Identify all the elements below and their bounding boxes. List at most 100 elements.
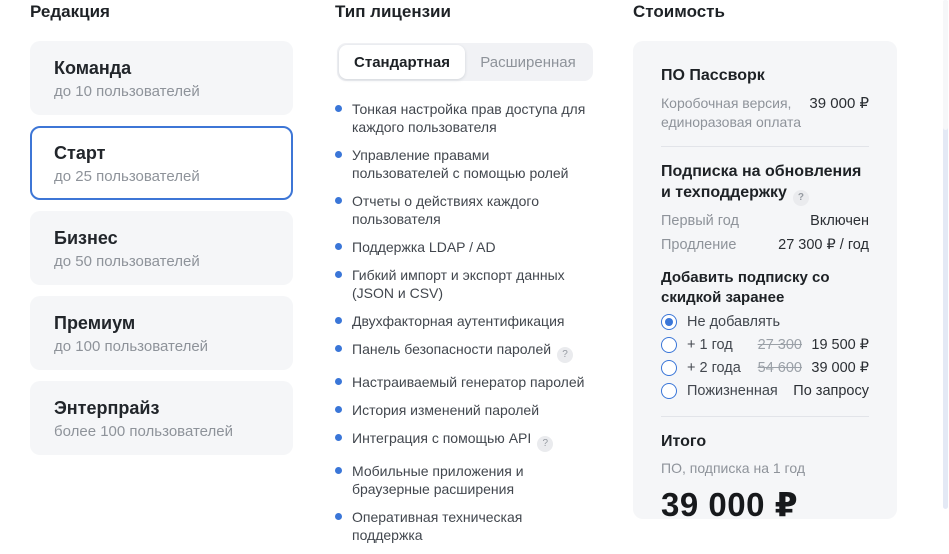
subscription-row-first-year: Первый год Включен	[661, 212, 869, 230]
feature-text: Мобильные приложения и браузерные расшир…	[352, 463, 524, 497]
row-label: Первый год	[661, 213, 739, 229]
product-row: Коробочная версия, единоразовая оплата 3…	[661, 94, 869, 132]
feature-item: Оперативная техническая поддержка	[335, 508, 587, 544]
feature-item: Управление правами пользователей с помощ…	[335, 146, 587, 182]
total-title: Итого	[661, 433, 707, 450]
help-icon[interactable]: ?	[792, 190, 809, 206]
option-old-price: 54 600	[757, 360, 802, 376]
feature-text: Поддержка LDAP / AD	[352, 239, 496, 255]
bullet-icon	[335, 345, 342, 352]
option-label: Не добавлять	[687, 314, 781, 330]
feature-item: Двухфакторная аутентификация	[335, 312, 587, 330]
edition-card-start[interactable]: Старт до 25 пользователей	[30, 126, 293, 200]
edition-desc: до 100 пользователей	[54, 338, 209, 355]
feature-text: Настраиваемый генератор паролей	[352, 374, 585, 390]
edition-card-biznes[interactable]: Бизнес до 50 пользователей	[30, 211, 293, 285]
subscription-title-text: Подписка на обновления и техподдержку	[661, 163, 862, 201]
option-label: + 1 год	[687, 337, 733, 353]
tab-standard[interactable]: Стандартная	[339, 45, 465, 79]
license-title: Тип лицензии	[335, 2, 451, 21]
help-icon[interactable]: ?	[537, 436, 554, 452]
bullet-icon	[335, 271, 342, 278]
cost-card: ПО Пассворк Коробочная версия, единоразо…	[633, 41, 897, 523]
bullet-icon	[335, 467, 342, 474]
product-desc: Коробочная версия, единоразовая оплата	[661, 95, 802, 130]
help-icon[interactable]: ?	[557, 347, 574, 363]
feature-item: Гибкий импорт и экспорт данных (JSON и C…	[335, 266, 587, 302]
row-value: Включен	[810, 213, 869, 229]
feature-item: Мобильные приложения и браузерные расшир…	[335, 462, 587, 498]
scrollbar-thumb[interactable]	[943, 0, 948, 130]
bullet-icon	[335, 151, 342, 158]
feature-text: Двухфакторная аутентификация	[352, 313, 565, 329]
edition-name: Старт	[54, 143, 106, 163]
edition-desc: более 100 пользователей	[54, 423, 233, 440]
scrollbar-track[interactable]	[943, 0, 948, 509]
option-price: 19 500 ₽	[811, 337, 869, 353]
radio-icon[interactable]	[661, 383, 677, 399]
cost-title: Стоимость	[633, 2, 725, 21]
edition-name: Команда	[54, 58, 132, 78]
feature-text: Управление правами пользователей с помощ…	[352, 147, 569, 181]
radio-icon[interactable]	[661, 360, 677, 376]
bullet-icon	[335, 513, 342, 520]
total-price: 39 000 ₽	[661, 486, 799, 523]
product-name: ПО Пассворк	[661, 67, 765, 84]
feature-text: Отчеты о действиях каждого пользователя	[352, 193, 539, 227]
discount-option-2-years[interactable]: + 2 года 54 600 39 000 ₽	[661, 359, 869, 377]
edition-name: Премиум	[54, 313, 136, 333]
feature-text: Панель безопасности паролей	[352, 341, 552, 357]
edition-card-enterprise[interactable]: Энтерпрайз более 100 пользователей	[30, 381, 293, 455]
divider	[661, 146, 869, 147]
discount-option-1-year[interactable]: + 1 год 27 300 19 500 ₽	[661, 336, 869, 354]
edition-card-komanda[interactable]: Команда до 10 пользователей	[30, 41, 293, 115]
bullet-icon	[335, 317, 342, 324]
option-old-price: 27 300	[757, 337, 802, 353]
feature-text: Оперативная техническая поддержка	[352, 509, 523, 543]
bullet-icon	[335, 378, 342, 385]
license-type-tabs: Стандартная Расширенная	[337, 43, 593, 81]
option-label: Пожизненная	[687, 383, 778, 399]
bullet-icon	[335, 434, 342, 441]
bullet-icon	[335, 243, 342, 250]
edition-column: Редакция Команда до 10 пользователей Ста…	[30, 0, 295, 466]
edition-desc: до 25 пользователей	[54, 168, 200, 185]
radio-checked-icon[interactable]	[661, 314, 677, 330]
divider	[661, 416, 869, 417]
bullet-icon	[335, 406, 342, 413]
option-price: По запросу	[793, 383, 869, 399]
feature-text: Тонкая настройка прав доступа для каждог…	[352, 101, 586, 135]
feature-item: Панель безопасности паролей?	[335, 340, 587, 363]
edition-name: Бизнес	[54, 228, 118, 248]
feature-item: История изменений паролей	[335, 401, 587, 419]
edition-desc: до 50 пользователей	[54, 253, 200, 270]
radio-icon[interactable]	[661, 337, 677, 353]
option-label: + 2 года	[687, 360, 741, 376]
row-label: Продление	[661, 237, 737, 253]
edition-list: Команда до 10 пользователей Старт до 25 …	[30, 41, 295, 455]
row-value: 27 300 ₽ / год	[778, 237, 869, 253]
edition-title: Редакция	[30, 2, 110, 21]
feature-list: Тонкая настройка прав доступа для каждог…	[335, 100, 587, 544]
edition-card-premium[interactable]: Премиум до 100 пользователей	[30, 296, 293, 370]
edition-desc: до 10 пользователей	[54, 83, 200, 100]
feature-item: Настраиваемый генератор паролей	[335, 373, 587, 391]
feature-item: Поддержка LDAP / AD	[335, 238, 587, 256]
discount-title: Добавить подписку со скидкой заранее	[661, 269, 830, 306]
product-price: 39 000 ₽	[809, 95, 869, 112]
feature-text: История изменений паролей	[352, 402, 540, 418]
cost-column: Стоимость ПО Пассворк Коробочная версия,…	[633, 0, 897, 523]
discount-option-none[interactable]: Не добавлять	[661, 313, 869, 331]
tab-extended[interactable]: Расширенная	[480, 53, 576, 71]
feature-item: Тонкая настройка прав доступа для каждог…	[335, 100, 587, 136]
feature-text: Интеграция с помощью API	[352, 430, 532, 446]
bullet-icon	[335, 105, 342, 112]
edition-name: Энтерпрайз	[54, 398, 160, 418]
license-column: Тип лицензии Стандартная Расширенная Тон…	[335, 0, 595, 554]
feature-text: Гибкий импорт и экспорт данных (JSON и C…	[352, 267, 565, 301]
feature-item: Отчеты о действиях каждого пользователя	[335, 192, 587, 228]
option-price: 39 000 ₽	[811, 360, 869, 376]
discount-option-lifetime[interactable]: Пожизненная По запросу	[661, 382, 869, 400]
feature-item: Интеграция с помощью API?	[335, 429, 587, 452]
bullet-icon	[335, 197, 342, 204]
